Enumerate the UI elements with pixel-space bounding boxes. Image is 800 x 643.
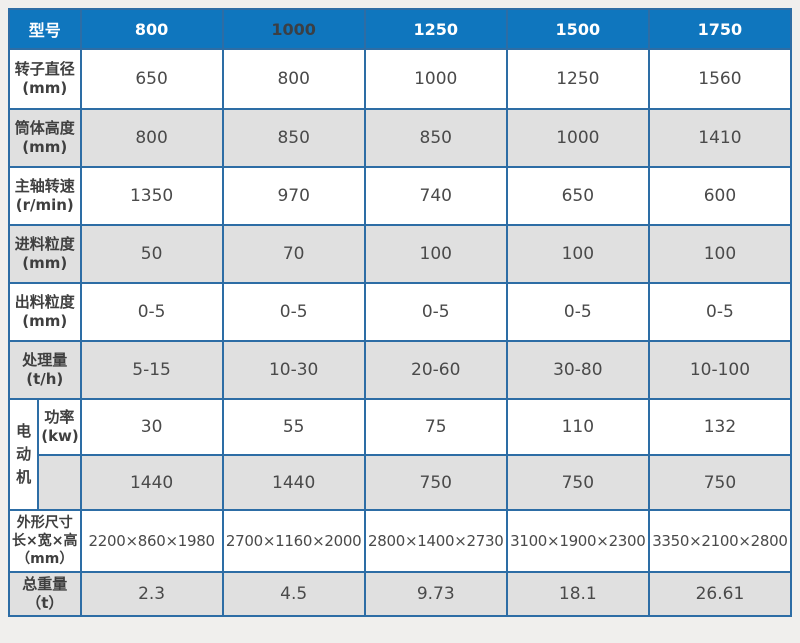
spec-value: 132 [647,398,793,456]
spec-value: 0-5 [221,282,366,342]
spec-value: 26.61 [647,571,793,617]
spec-value: 100 [647,224,793,284]
spec-value: 0-5 [647,282,793,342]
row-label: 筒体高度 (mm) [8,108,82,168]
spec-value: 4.5 [221,571,366,617]
row-label: 转子直径 (mm) [8,48,82,110]
spec-value: 1000 [505,108,650,168]
row-spindle-speed: 主轴转速 (r/min) 1350 970 740 650 600 [8,166,793,226]
spec-value: 650 [79,48,224,110]
row-discharge-size: 出料粒度 (mm) 0-5 0-5 0-5 0-5 0-5 [8,282,793,342]
model-header-1250: 1250 [363,8,508,50]
row-label: 主轴转速 (r/min) [8,166,82,226]
spec-value: 1440 [221,454,366,511]
row-motor-power: 电动机 功率 (kw) 30 55 75 110 132 [7,398,793,511]
row-capacity: 处理量 (t/h) 5-15 10-30 20-60 30-80 10-100 [8,340,793,400]
motor-group-label: 电动机 [7,398,40,511]
spec-value: 800 [79,108,224,168]
row-label: 进料粒度 (mm) [8,224,82,284]
model-column-label: 型号 [8,8,82,50]
spec-value: 9.73 [363,571,508,617]
spec-value: 650 [505,166,650,226]
spec-table-container: 型号 800 1000 1250 1500 1750 转子直径 (mm) 650… [7,8,793,617]
spec-value: 0-5 [505,282,650,342]
spec-value: 1410 [647,108,793,168]
model-header-800: 800 [79,8,224,50]
row-label: 出料粒度 (mm) [8,282,82,342]
spec-value: 970 [221,166,366,226]
spec-value: 0-5 [363,282,508,342]
row-feed-size: 进料粒度 (mm) 50 70 100 100 100 [8,224,793,284]
row-label: 处理量 (t/h) [8,340,82,400]
spec-value: 30-80 [505,340,650,400]
spec-value: 1440 [79,454,224,511]
spec-value: 1000 [363,48,508,110]
spec-value: 1560 [647,48,793,110]
header-row: 型号 800 1000 1250 1500 1750 [8,8,793,50]
model-header-1500: 1500 [505,8,650,50]
spec-value: 100 [505,224,650,284]
spec-value: 110 [505,398,650,456]
spec-value: 100 [363,224,508,284]
spec-value: 600 [647,166,793,226]
spec-value: 2.3 [79,571,224,617]
spec-value: 1350 [79,166,224,226]
spec-value: 55 [221,398,366,456]
spec-value: 850 [221,108,366,168]
row-cylinder-height: 筒体高度 (mm) 800 850 850 1000 1410 [8,108,793,168]
spec-value: 5-15 [79,340,224,400]
motor-speed-label [37,454,82,511]
model-header-1750: 1750 [647,8,793,50]
spec-value: 750 [505,454,650,511]
spec-value: 10-30 [221,340,366,400]
spec-value: 0-5 [79,282,224,342]
row-dimensions: 外形尺寸 长×宽×高 （mm） 2200×860×1980 2700×1160×… [8,509,793,573]
row-rotor-diameter: 转子直径 (mm) 650 800 1000 1250 1560 [8,48,793,110]
spec-value: 3350×2100×2800 [647,509,793,573]
row-total-weight: 总重量 （t） 2.3 4.5 9.73 18.1 26.61 [8,571,793,617]
spec-value: 2800×1400×2730 [363,509,508,573]
spec-table: 型号 800 1000 1250 1500 1750 转子直径 (mm) 650… [7,8,793,617]
spec-value: 750 [647,454,793,511]
spec-value: 1250 [505,48,650,110]
spec-value: 850 [363,108,508,168]
spec-value: 30 [79,398,224,456]
spec-value: 750 [363,454,508,511]
row-label: 外形尺寸 长×宽×高 （mm） [8,509,82,573]
row-motor-speed: 1440 1440 750 750 750 [9,454,793,511]
spec-value: 10-100 [647,340,793,400]
spec-value: 740 [363,166,508,226]
spec-value: 18.1 [505,571,650,617]
spec-value: 20-60 [363,340,508,400]
spec-value: 70 [221,224,366,284]
model-header-1000: 1000 [221,8,366,50]
motor-power-label: 功率 (kw) [37,398,82,456]
spec-value: 2200×860×1980 [79,509,224,573]
spec-value: 3100×1900×2300 [505,509,650,573]
spec-value: 75 [363,398,508,456]
spec-value: 2700×1160×2000 [221,509,366,573]
row-label: 总重量 （t） [8,571,82,617]
spec-value: 50 [79,224,224,284]
spec-value: 800 [221,48,366,110]
